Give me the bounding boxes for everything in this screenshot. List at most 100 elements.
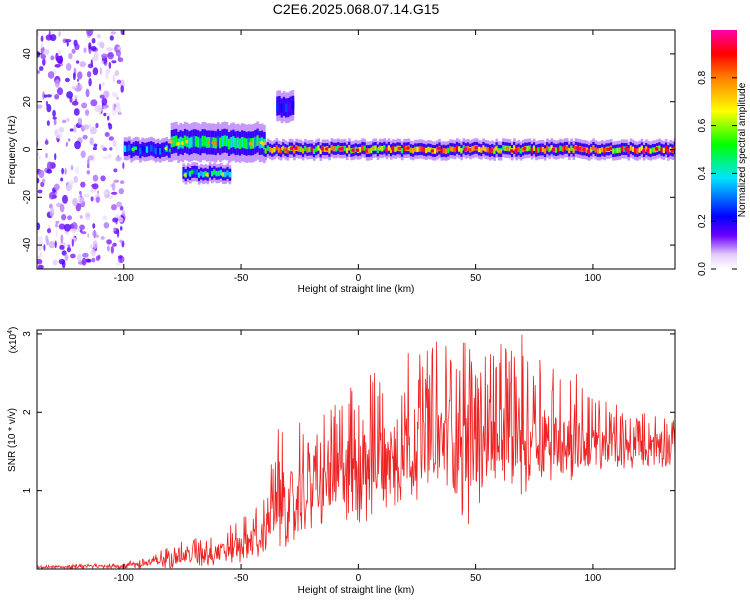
spectrogram-cell xyxy=(530,147,534,153)
spectrogram-cell xyxy=(111,182,116,191)
spectrogram-cell xyxy=(128,144,131,152)
spectrogram-cell xyxy=(108,61,112,69)
spectrogram-cell xyxy=(453,146,457,153)
spectrogram-cell xyxy=(59,55,63,65)
spectrogram-cell xyxy=(70,253,76,259)
spectrogram-cell xyxy=(47,71,55,79)
spectrogram-cell xyxy=(62,194,68,204)
spectrogram-cell xyxy=(61,250,67,256)
spectrogram-cell xyxy=(638,147,642,153)
spectrogram-cell xyxy=(45,138,48,145)
spectrogram-cell xyxy=(75,202,82,212)
spectrogram-cell xyxy=(40,35,44,42)
spectrogram-cell xyxy=(113,168,118,173)
spectrogram-cell xyxy=(332,146,336,152)
spectrogram-cell xyxy=(494,146,499,150)
spectrogram-x-axis-label: Height of straight line (km) xyxy=(298,284,415,295)
spectrogram-cell xyxy=(37,152,40,157)
spectrogram-cell xyxy=(87,258,92,263)
spectrogram-cell xyxy=(71,222,78,231)
spectrogram-cell xyxy=(223,135,227,147)
spectrogram-cell xyxy=(312,148,316,154)
spectrogram-cell xyxy=(200,170,203,177)
spectrogram-cell xyxy=(308,146,312,153)
spectrogram-cell xyxy=(100,53,108,59)
spectrogram-cell xyxy=(55,220,60,224)
spectrogram-cell xyxy=(43,244,46,252)
spectrogram-cell xyxy=(539,146,543,153)
spectrogram-cell xyxy=(420,146,424,152)
spectrogram-cell xyxy=(95,196,100,203)
spectrogram-cell xyxy=(268,146,272,153)
spectrogram-cell xyxy=(49,208,55,217)
snr-panel: -100 -50 0 50 100 1 2 3 Height of straight lin… xyxy=(7,327,676,596)
spectrogram-cell xyxy=(493,148,496,154)
spectrogram-cell xyxy=(442,148,446,154)
spectrogram-cell xyxy=(70,228,78,234)
spectrogram-cell xyxy=(45,235,49,243)
spectrogram-cell xyxy=(585,147,589,153)
spectrogram-cell xyxy=(77,253,82,263)
spectrogram-cell xyxy=(482,145,485,151)
spectrogram-cell xyxy=(100,60,104,65)
colorbar-tick-label: 0.4 xyxy=(697,166,708,180)
spectrogram-cell xyxy=(462,145,466,151)
spectrogram-region xyxy=(169,121,267,164)
spectrogram-cell xyxy=(85,88,90,98)
spectrogram-cell xyxy=(577,146,583,151)
spectrogram-cell xyxy=(245,138,249,150)
spectrogram-cell xyxy=(77,78,80,82)
spectrogram-cell xyxy=(163,146,166,153)
spectrogram-cell xyxy=(458,146,461,152)
spectrogram-cell xyxy=(640,145,644,151)
spectrogram-cell xyxy=(80,150,86,158)
spectrogram-cell xyxy=(397,146,402,151)
spectrogram-cell xyxy=(99,107,102,117)
spectrogram-cell xyxy=(90,30,94,36)
spectrogram-cell xyxy=(480,147,483,153)
spectrogram-cell xyxy=(477,146,481,153)
spectrogram-cell xyxy=(80,181,86,188)
spectrogram-cell xyxy=(105,112,111,118)
spectrogram-y-axis-label: Frequency (Hz) xyxy=(7,116,18,185)
colorbar-tick-label: 0.0 xyxy=(697,262,708,276)
spectrogram-cell xyxy=(226,170,230,176)
spectrogram-cell xyxy=(143,146,147,154)
spectrogram-cell xyxy=(199,137,202,149)
spectrogram-cell xyxy=(117,55,121,62)
spectrogram-cell xyxy=(345,147,349,154)
spectrogram-cell xyxy=(107,122,111,126)
spectrogram-cell xyxy=(387,145,391,151)
spectrogram-y-tick-label: -40 xyxy=(22,237,33,252)
spectrogram-cell xyxy=(103,190,108,196)
spectrogram-cell xyxy=(136,145,140,152)
spectrogram-y-ticks: -40 -20 0 20 40 xyxy=(22,48,675,252)
spectrogram-cell xyxy=(626,149,631,153)
spectrogram-cell xyxy=(102,147,108,152)
spectrogram-cell xyxy=(535,148,538,154)
spectrogram-cell xyxy=(54,94,60,100)
spectrogram-cell xyxy=(646,148,651,153)
spectrogram-cell xyxy=(92,146,98,151)
spectrogram-cell xyxy=(67,244,71,248)
spectrogram-cell xyxy=(120,85,124,93)
spectrogram-cell xyxy=(91,257,96,263)
spectrogram-cell xyxy=(97,254,101,260)
spectrogram-cell xyxy=(474,146,479,150)
spectrogram-cell xyxy=(238,138,242,150)
spectrogram-cell xyxy=(64,77,70,83)
spectrogram-cell xyxy=(37,70,41,74)
spectrogram-cell xyxy=(116,96,119,100)
spectrogram-cell xyxy=(227,138,231,150)
spectrogram-cell xyxy=(100,175,106,182)
spectrogram-cell xyxy=(116,228,120,238)
spectrogram-cell xyxy=(42,91,45,100)
spectrogram-x-tick-label: -50 xyxy=(234,273,249,284)
spectrogram-cell xyxy=(293,148,296,154)
spectrogram-cell xyxy=(81,257,87,266)
spectrogram-cell xyxy=(103,112,107,117)
spectrogram-cell xyxy=(197,172,201,178)
spectrogram-cell xyxy=(66,40,69,47)
spectrogram-cell xyxy=(122,210,126,215)
spectrogram-cell xyxy=(62,119,67,124)
